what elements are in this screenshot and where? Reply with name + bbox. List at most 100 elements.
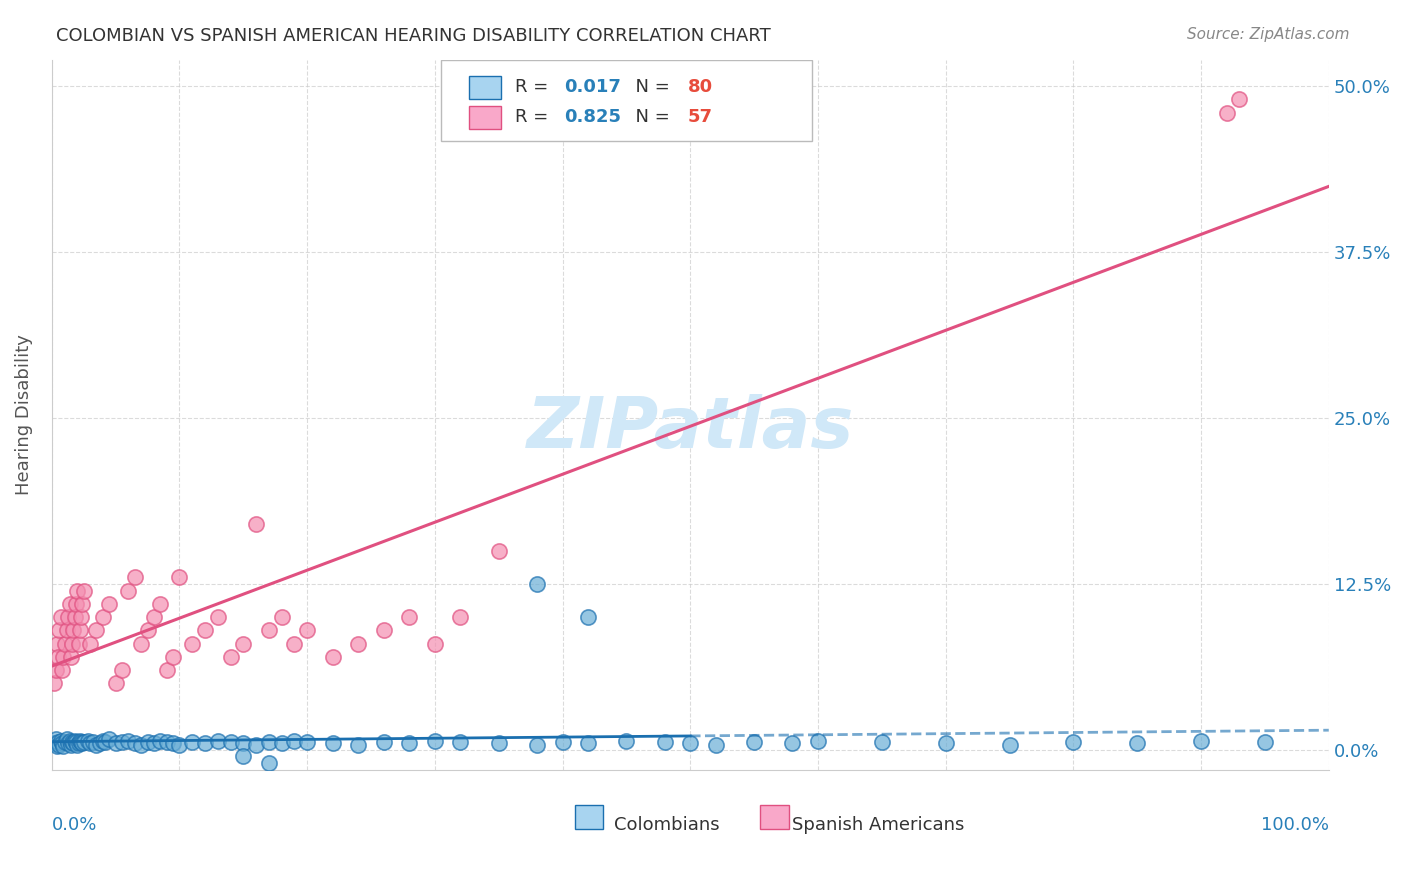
Point — [124, 570, 146, 584]
Point — [52, 739, 75, 753]
Point — [66, 583, 89, 598]
Point — [283, 637, 305, 651]
Point — [526, 738, 548, 752]
Point — [398, 610, 420, 624]
Point — [76, 733, 98, 747]
Point — [423, 637, 446, 651]
Point — [129, 738, 152, 752]
Point — [998, 738, 1021, 752]
Point — [704, 738, 727, 752]
Point — [104, 676, 127, 690]
Point — [104, 736, 127, 750]
Point — [49, 610, 72, 624]
FancyBboxPatch shape — [470, 77, 502, 99]
Point — [807, 733, 830, 747]
Point — [72, 597, 94, 611]
Point — [69, 733, 91, 747]
Text: Spanish Americans: Spanish Americans — [793, 816, 965, 834]
Point — [1215, 105, 1237, 120]
Point — [742, 735, 765, 749]
Point — [60, 637, 83, 651]
Text: Source: ZipAtlas.com: Source: ZipAtlas.com — [1187, 27, 1350, 42]
Point — [347, 637, 370, 651]
Text: 100.0%: 100.0% — [1261, 816, 1329, 834]
Point — [51, 663, 73, 677]
Text: 0.0%: 0.0% — [52, 816, 97, 834]
FancyBboxPatch shape — [761, 805, 789, 829]
Point — [53, 735, 76, 749]
Point — [86, 624, 108, 638]
Point — [89, 736, 111, 750]
Point — [576, 610, 599, 624]
Point — [45, 637, 67, 651]
Point — [63, 610, 86, 624]
Point — [398, 736, 420, 750]
Point — [44, 736, 66, 750]
Point — [91, 610, 114, 624]
Point — [207, 610, 229, 624]
Point — [295, 624, 318, 638]
Point — [283, 733, 305, 747]
Point — [169, 738, 191, 752]
Point — [45, 739, 67, 753]
Point — [67, 637, 90, 651]
Point — [423, 733, 446, 747]
Point — [257, 756, 280, 771]
Point — [53, 637, 76, 651]
Point — [142, 610, 165, 624]
Point — [56, 732, 79, 747]
Point — [232, 736, 254, 750]
Point — [449, 735, 471, 749]
Point — [129, 637, 152, 651]
Point — [48, 624, 70, 638]
Point — [219, 735, 242, 749]
Point — [60, 735, 83, 749]
Point — [59, 733, 82, 747]
Point — [1062, 735, 1084, 749]
Point — [156, 735, 179, 749]
Point — [149, 597, 172, 611]
Point — [62, 624, 84, 638]
Point — [117, 583, 139, 598]
Point — [245, 738, 267, 752]
Point — [142, 736, 165, 750]
Point — [82, 735, 104, 749]
Point — [156, 663, 179, 677]
Point — [782, 736, 804, 750]
Point — [45, 732, 67, 747]
Point — [59, 738, 82, 752]
Point — [616, 733, 638, 747]
FancyBboxPatch shape — [441, 60, 811, 141]
Point — [488, 543, 510, 558]
Point — [373, 735, 395, 749]
Point — [551, 735, 574, 749]
Text: R =: R = — [516, 108, 554, 126]
FancyBboxPatch shape — [470, 106, 502, 129]
Point — [59, 597, 82, 611]
Point — [1254, 735, 1277, 749]
Point — [65, 735, 87, 749]
Point — [257, 624, 280, 638]
Point — [58, 610, 80, 624]
Point — [98, 597, 121, 611]
Point — [52, 649, 75, 664]
Point — [322, 736, 344, 750]
Point — [232, 637, 254, 651]
Point — [59, 649, 82, 664]
Point — [232, 749, 254, 764]
Point — [322, 649, 344, 664]
Point — [62, 736, 84, 750]
Point — [245, 517, 267, 532]
Point — [111, 663, 134, 677]
Point — [44, 676, 66, 690]
Point — [181, 735, 204, 749]
Point — [51, 736, 73, 750]
Point — [526, 577, 548, 591]
Point — [149, 733, 172, 747]
Point — [70, 735, 93, 749]
Point — [257, 735, 280, 749]
Point — [69, 624, 91, 638]
Point — [576, 736, 599, 750]
FancyBboxPatch shape — [575, 805, 603, 829]
Point — [162, 649, 184, 664]
